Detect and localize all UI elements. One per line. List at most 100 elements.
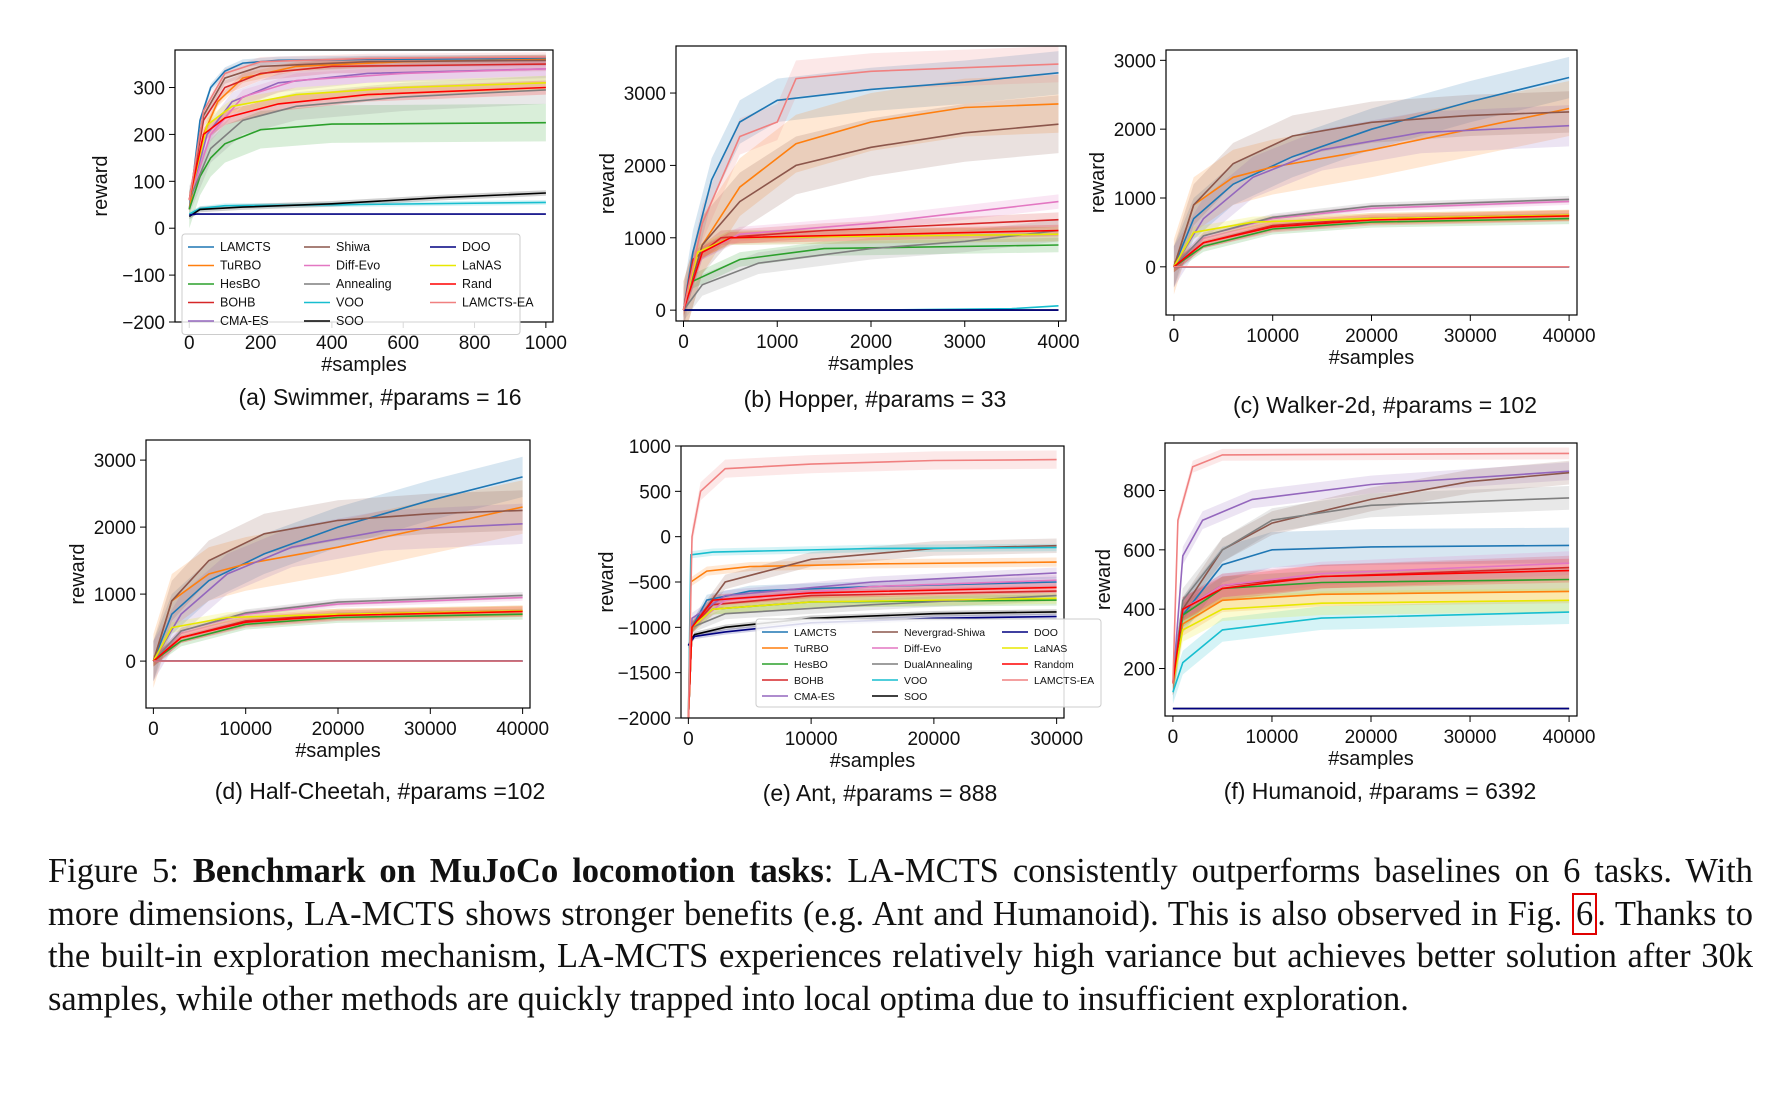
legend-label-a: TuRBO <box>220 259 261 273</box>
series-a-voo <box>188 201 546 215</box>
y-tick-label-c: 1000 <box>1114 189 1156 210</box>
y-axis-label-e: reward <box>596 551 618 612</box>
band-e-lanas <box>688 592 1057 718</box>
x-tick-label-f: 40000 <box>1543 727 1596 748</box>
band-f-turbo <box>1172 579 1570 696</box>
band-f-annealing <box>1172 486 1570 696</box>
legend-label-e: SOO <box>904 691 927 703</box>
series-c-lanas <box>1173 214 1570 268</box>
band-b-lanas <box>683 226 1059 318</box>
band-c-cma-es <box>1173 105 1570 288</box>
legend-label-a: Annealing <box>336 277 392 291</box>
band-b-lamcts-ea <box>683 46 1059 321</box>
legend-label-a: DOO <box>462 240 491 254</box>
y-tick-label-f: 800 <box>1123 481 1155 502</box>
y-axis-label-b: reward <box>597 153 619 214</box>
series-f-voo <box>1172 611 1570 693</box>
band-f-bohb <box>1172 555 1570 696</box>
legend-label-e: Random <box>1034 659 1074 671</box>
series-c-cma-es <box>1173 124 1570 268</box>
series-c-annealing <box>1173 198 1570 268</box>
y-tick-label-a: 200 <box>133 125 165 146</box>
caption-bold: Benchmark on MuJoCo locomotion tasks <box>192 852 824 890</box>
band-e-hesbo <box>688 594 1057 718</box>
legend-label-a: BOHB <box>220 296 255 310</box>
series-c-shiwa <box>1173 111 1570 268</box>
subcaption-a: (a) Swimmer, #params = 16 <box>238 384 522 410</box>
legend-label-e: DualAnnealing <box>904 659 972 671</box>
band-c-lamcts <box>1173 56 1570 288</box>
series-a-rand <box>188 86 546 201</box>
series-d-shiwa <box>152 509 523 662</box>
chart-b-group: 0 1000 2000 3000 4000 0 1000 2000 3000 #samples re… <box>597 45 1080 375</box>
band-a-cma-es <box>189 59 546 210</box>
series-e-random <box>687 586 1057 718</box>
legend-label-a: CMA-ES <box>220 314 269 328</box>
chart-e-group: 0 10000 20000 30000 −2000 −1500 −1000 −500 0 500 1… <box>596 437 1102 772</box>
x-tick-label-c: 10000 <box>1246 326 1299 347</box>
band-b-hesbo <box>683 237 1059 318</box>
chart-d-group: 0 10000 20000 30000 40000 0 1000 2000 3000 #sampl… <box>67 439 549 762</box>
band-b-lamcts <box>683 51 1059 321</box>
y-axis-label-f: reward <box>1093 549 1115 610</box>
y-tick-label-d: 1000 <box>94 585 136 606</box>
y-tick-label-a: 300 <box>133 79 165 100</box>
legend-label-e: LAMCTS <box>794 627 837 639</box>
legend-label-a: Rand <box>462 277 492 291</box>
x-tick-label-d: 0 <box>148 719 159 740</box>
chart-a-group: 0 200 400 600 800 1000 −200 −100 0 100 200 300 #samp… <box>90 49 567 376</box>
caption-text-1: : LA-MCTS consistently outperforms basel… <box>48 852 1753 933</box>
series-a-lanas <box>188 82 546 201</box>
series-c-rand <box>1173 215 1570 268</box>
series-d-lanas <box>152 610 523 662</box>
y-tick-label-e: −500 <box>628 573 671 594</box>
legend-label-a: HesBO <box>220 277 261 291</box>
x-tick-label-f: 0 <box>1168 727 1179 748</box>
x-tick-label-a: 0 <box>184 333 195 354</box>
band-b-turbo <box>683 74 1059 321</box>
legend-label-e: TuRBO <box>794 643 829 655</box>
series-f-rand <box>1172 569 1570 684</box>
legend-label-e: BOHB <box>794 675 824 687</box>
chart-d-plot-area <box>152 456 523 688</box>
band-d-annealing <box>153 592 523 665</box>
legend-label-a: SOO <box>336 314 364 328</box>
x-tick-label-c: 40000 <box>1543 326 1596 347</box>
y-tick-label-e: −2000 <box>618 709 671 730</box>
x-tick-label-a: 1000 <box>525 333 567 354</box>
band-d-diff-evo <box>153 594 523 665</box>
band-c-turbo <box>1173 81 1570 295</box>
legend-label-a: Diff-Evo <box>336 259 380 273</box>
chart-c-plot-area <box>1173 56 1570 295</box>
series-f-cma-es <box>1172 470 1570 684</box>
y-tick-label-f: 600 <box>1123 541 1155 562</box>
x-tick-label-a: 600 <box>387 333 419 354</box>
series-b-lamcts-ea <box>682 63 1059 311</box>
y-tick-label-b: 1000 <box>624 229 666 250</box>
chart-f-plot-area <box>1172 447 1570 710</box>
legend-label-e: LAMCTS-EA <box>1034 675 1094 687</box>
figure-ref-link[interactable]: 6 <box>1571 892 1598 935</box>
chart-c-group: 0 10000 20000 30000 40000 0 1000 2000 3000 #sampl… <box>1087 49 1596 369</box>
y-axis-label-a: reward <box>90 155 112 216</box>
x-tick-label-c: 30000 <box>1444 326 1497 347</box>
legend-label-e: VOO <box>904 675 927 687</box>
x-tick-label-d: 20000 <box>312 719 365 740</box>
series-b-shiwa <box>682 123 1059 311</box>
x-axis-label-a: #samples <box>321 354 407 376</box>
band-d-turbo <box>153 480 523 688</box>
series-e-lamcts-ea <box>687 458 1057 718</box>
x-tick-label-d: 40000 <box>496 719 549 740</box>
y-tick-label-a: −100 <box>122 266 165 287</box>
legend-label-a: LAMCTS <box>220 240 271 254</box>
band-d-shiwa <box>153 490 523 682</box>
series-b-annealing <box>682 229 1059 311</box>
y-axis-label-c: reward <box>1087 152 1109 213</box>
x-tick-label-b: 1000 <box>756 332 798 353</box>
band-e-turbo <box>688 557 1057 718</box>
band-e-lamcts-ea <box>688 450 1057 718</box>
series-a-annealing <box>188 89 546 201</box>
legend-label-a: Shiwa <box>336 240 370 254</box>
